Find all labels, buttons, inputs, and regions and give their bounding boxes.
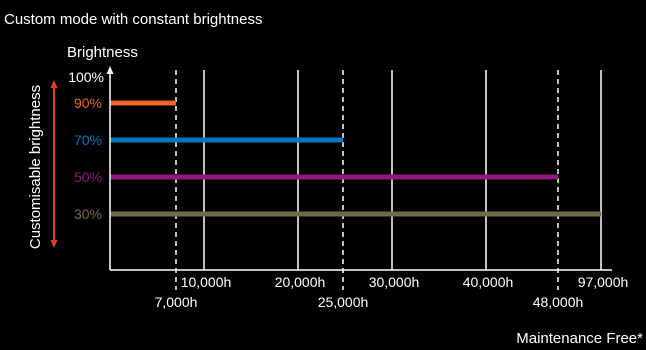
footnote: Maintenance Free* bbox=[516, 330, 643, 347]
grid bbox=[175, 70, 602, 290]
x-tick-label-lower-2: 48,000h bbox=[533, 294, 584, 310]
y-top-label: 100% bbox=[68, 69, 104, 85]
x-tick-label-upper-2: 30,000h bbox=[369, 274, 420, 290]
y-axis-arrow-icon bbox=[106, 66, 114, 74]
bars bbox=[110, 100, 601, 217]
x-tick-label-upper-3: 40,000h bbox=[463, 274, 514, 290]
brightness-arrow-head-bottom bbox=[50, 240, 58, 248]
x-tick-label-upper-4: 97,000h bbox=[578, 274, 629, 290]
labels: 10,000h 20,000h 30,000h 40,000h 97,000h 7,000… bbox=[74, 95, 628, 310]
x-tick-label-upper-1: 20,000h bbox=[275, 274, 326, 290]
chart-title: Custom mode with constant brightness bbox=[4, 11, 262, 28]
brightness-arrow bbox=[50, 80, 58, 248]
x-tick-label-upper-0: 10,000h bbox=[181, 274, 232, 290]
series-label-1: 70% bbox=[74, 132, 102, 148]
axes: 100% bbox=[68, 66, 612, 271]
series-label-3: 30% bbox=[74, 206, 102, 222]
series-label-0: 90% bbox=[74, 95, 102, 111]
x-tick-label-lower-1: 25,000h bbox=[318, 294, 369, 310]
side-label: Customisable brightness bbox=[27, 85, 44, 249]
brightness-arrow-head-top bbox=[50, 80, 58, 88]
series-label-2: 50% bbox=[74, 169, 102, 185]
y-axis-title: Brightness bbox=[67, 44, 138, 61]
x-tick-label-lower-0: 7,000h bbox=[155, 294, 198, 310]
